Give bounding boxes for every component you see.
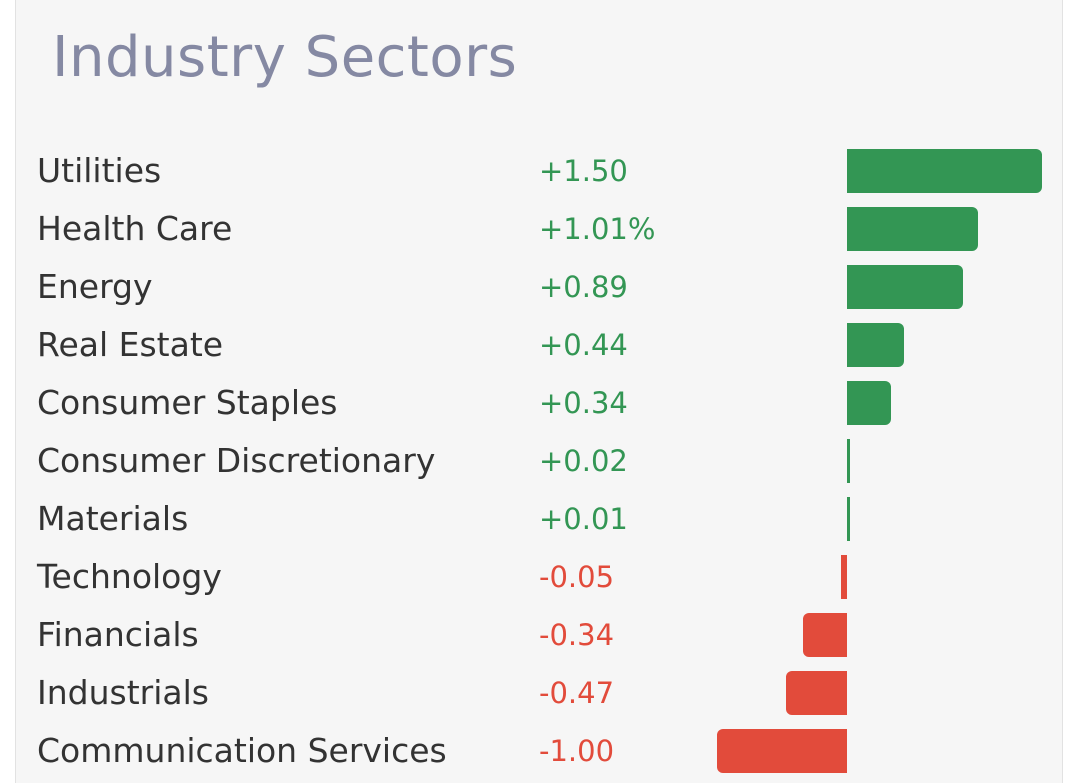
sector-label: Consumer Discretionary — [37, 441, 436, 480]
sector-value: +1.01% — [539, 212, 656, 246]
sector-bar — [847, 323, 905, 367]
sector-row: Industrials -0.47 — [0, 664, 1080, 722]
sector-bar — [840, 555, 847, 599]
sector-value: +0.01 — [539, 502, 628, 536]
sector-row: Technology -0.05 — [0, 548, 1080, 606]
sector-value: -0.34 — [539, 618, 615, 652]
sector-row: Consumer Discretionary +0.02 — [0, 432, 1080, 490]
sector-bar — [847, 149, 1042, 193]
sector-label: Financials — [37, 615, 199, 654]
sector-value: -0.47 — [539, 676, 615, 710]
sector-bar — [785, 671, 847, 715]
sector-label: Materials — [37, 499, 189, 538]
sector-bar — [847, 497, 850, 541]
sector-bar — [847, 381, 892, 425]
sector-value: +0.02 — [539, 444, 628, 478]
sector-label: Real Estate — [37, 325, 224, 364]
sector-row: Energy +0.89 — [0, 258, 1080, 316]
sector-value: +1.50 — [539, 154, 628, 188]
sector-label: Health Care — [37, 209, 233, 248]
sector-label: Energy — [37, 267, 153, 306]
sector-row: Materials +0.01 — [0, 490, 1080, 548]
sector-label: Industrials — [37, 673, 209, 712]
card-title: Industry Sectors — [52, 25, 518, 90]
sector-label: Communication Services — [37, 731, 447, 770]
sector-value: +0.89 — [539, 270, 628, 304]
sector-label: Consumer Staples — [37, 383, 338, 422]
sector-row: Real Estate +0.44 — [0, 316, 1080, 374]
sector-bar — [847, 265, 963, 309]
sector-value: -1.00 — [539, 734, 615, 768]
sector-row: Communication Services -1.00 — [0, 722, 1080, 780]
sector-label: Technology — [37, 557, 222, 596]
sector-value: -0.05 — [539, 560, 615, 594]
sector-label: Utilities — [37, 151, 162, 190]
sector-bar — [847, 439, 850, 483]
sector-row: Health Care +1.01% — [0, 200, 1080, 258]
sector-bar — [847, 207, 979, 251]
sector-row: Consumer Staples +0.34 — [0, 374, 1080, 432]
sector-bar — [802, 613, 847, 657]
sector-value: +0.44 — [539, 328, 628, 362]
sector-value: +0.34 — [539, 386, 628, 420]
sector-bar — [717, 729, 847, 773]
sector-row: Utilities +1.50 — [0, 142, 1080, 200]
sector-row: Financials -0.34 — [0, 606, 1080, 664]
